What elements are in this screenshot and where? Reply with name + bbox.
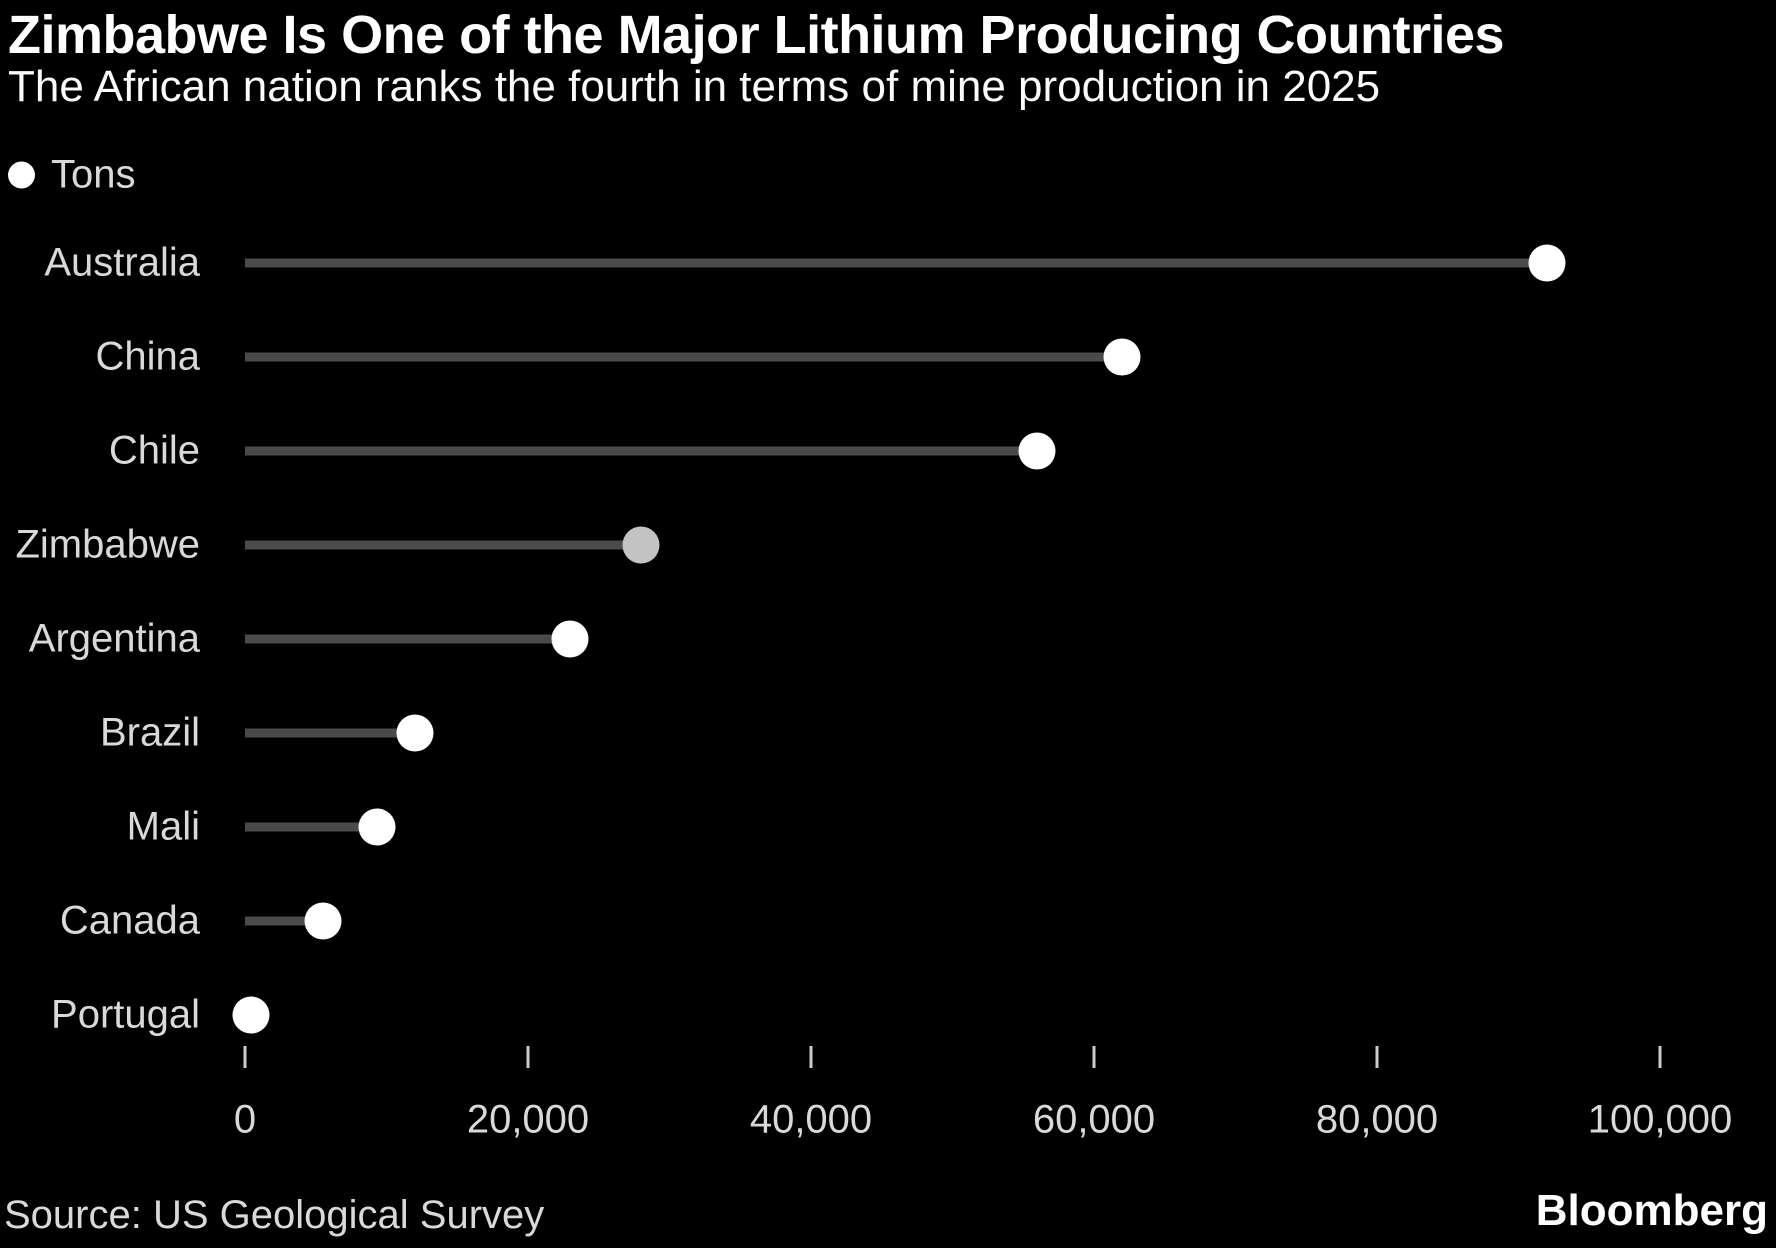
- lollipop-dot: [1528, 244, 1566, 282]
- country-label: Zimbabwe: [15, 522, 200, 567]
- lollipop-dot: [1018, 432, 1056, 470]
- x-axis-tick: [1092, 1046, 1096, 1068]
- x-axis-tick-label: 20,000: [466, 1097, 590, 1142]
- x-axis-tick-label: 40,000: [749, 1097, 873, 1142]
- lollipop-dot: [622, 526, 660, 564]
- lollipop-dot: [232, 996, 270, 1034]
- country-label: Argentina: [28, 616, 200, 661]
- x-axis-tick-label: 100,000: [1587, 1097, 1733, 1142]
- x-axis-tick: [526, 1046, 530, 1068]
- x-axis-tick-label: 0: [233, 1097, 257, 1142]
- lollipop-dot: [396, 714, 434, 752]
- country-label: Mali: [126, 804, 200, 849]
- lollipop-line: [245, 352, 1123, 362]
- lollipop-line: [245, 916, 323, 926]
- country-label: Portugal: [51, 992, 200, 1037]
- source-note: Source: US Geological Survey: [4, 1193, 545, 1237]
- lollipop-line: [245, 728, 415, 738]
- country-label: Canada: [59, 898, 200, 943]
- x-axis-tick: [1375, 1046, 1379, 1068]
- lollipop-line: [245, 822, 377, 832]
- bloomberg-logo: Bloomberg: [1535, 1186, 1768, 1235]
- country-label: Chile: [108, 428, 200, 473]
- country-label: Brazil: [99, 710, 200, 755]
- legend-dot-icon: [8, 161, 35, 189]
- lollipop-line: [245, 446, 1038, 456]
- x-axis-tick: [243, 1046, 247, 1068]
- country-label: Australia: [44, 240, 200, 285]
- x-axis-tick: [809, 1046, 813, 1068]
- lollipop-dot: [358, 808, 396, 846]
- lollipop-line: [245, 634, 571, 644]
- lollipop-line: [245, 540, 642, 550]
- page-title: Zimbabwe Is One of the Major Lithium Pro…: [8, 5, 1505, 65]
- x-axis-tick-label: 60,000: [1032, 1097, 1156, 1142]
- legend-label: Tons: [51, 152, 136, 197]
- lollipop-line: [245, 258, 1547, 268]
- lollipop-dot: [304, 902, 342, 940]
- lollipop-dot: [1103, 338, 1141, 376]
- chart-subtitle: The African nation ranks the fourth in t…: [8, 62, 1381, 111]
- x-axis-tick-label: 80,000: [1315, 1097, 1439, 1142]
- lollipop-dot: [551, 620, 589, 658]
- legend: Tons: [8, 153, 136, 198]
- country-label: China: [95, 334, 200, 379]
- x-axis-tick: [1658, 1046, 1662, 1068]
